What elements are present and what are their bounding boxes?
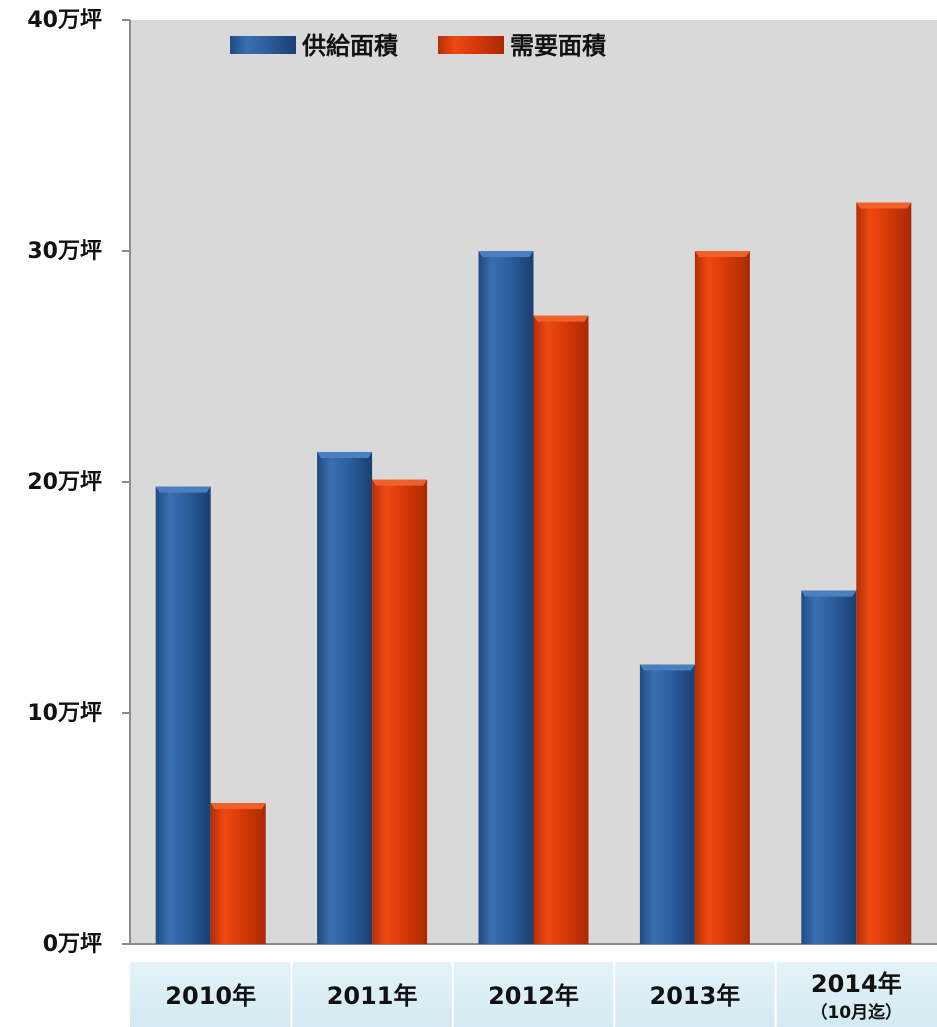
bar-bevel — [639, 664, 695, 671]
bar-demand — [372, 479, 428, 944]
bar-supply — [478, 251, 534, 944]
legend-swatch — [438, 36, 504, 54]
bar-bevel — [533, 315, 589, 322]
x-axis: 2010年 2011年 2012年 2013年 2014年 （10月迄） — [165, 970, 902, 1023]
bar-bevel — [210, 803, 266, 810]
category-band — [130, 962, 937, 1027]
bar-supply — [639, 664, 695, 944]
x-tick-label: 2014年 — [811, 970, 902, 998]
bar-bevel — [317, 451, 373, 458]
y-tick-label: 10万坪 — [27, 701, 102, 726]
bars — [155, 202, 912, 945]
legend-label: 供給面積 — [301, 32, 398, 60]
bar-demand — [856, 202, 912, 945]
legend-item: 需要面積 — [438, 32, 606, 60]
bar-group — [478, 251, 534, 944]
bar-group — [639, 664, 695, 944]
y-tick-label: 30万坪 — [27, 239, 102, 264]
bar-supply — [155, 486, 211, 944]
bar-group — [694, 251, 750, 944]
y-tick-label: 20万坪 — [27, 470, 102, 495]
bar-bevel — [478, 251, 534, 257]
bar-group — [801, 590, 857, 944]
x-tick-note: （10月迄） — [810, 1002, 902, 1023]
bar-bevel — [856, 202, 912, 209]
legend-swatch — [230, 36, 296, 54]
legend: 供給面積 需要面積 — [230, 32, 606, 60]
bar-group — [856, 202, 912, 945]
x-tick-label: 2012年 — [488, 982, 579, 1010]
legend-label: 需要面積 — [510, 32, 606, 60]
bar-group — [210, 803, 266, 944]
bar-supply — [317, 451, 373, 944]
bar-demand — [210, 803, 266, 944]
bar-group — [155, 486, 211, 944]
bar-bevel — [801, 590, 857, 597]
bar-supply — [801, 590, 857, 944]
y-tick-label: 0万坪 — [43, 932, 102, 957]
category-band-background — [130, 962, 937, 1027]
x-tick-label: 2013年 — [650, 982, 741, 1010]
bar-group — [372, 479, 428, 944]
legend-item: 供給面積 — [230, 32, 398, 60]
bar-group — [317, 451, 373, 944]
bar-bevel — [694, 251, 750, 257]
bar-demand — [694, 251, 750, 944]
bar-bevel — [155, 486, 211, 493]
x-tick-label: 2011年 — [327, 982, 418, 1010]
bar-bevel — [372, 479, 428, 486]
y-tick-label: 40万坪 — [27, 8, 102, 33]
bar-demand — [533, 315, 589, 944]
bar-group — [533, 315, 589, 944]
x-tick-label: 2010年 — [165, 982, 256, 1010]
